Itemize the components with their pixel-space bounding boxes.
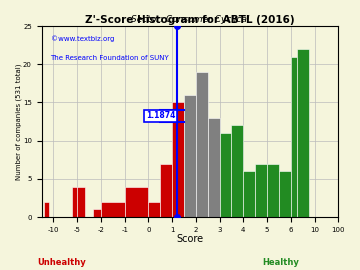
Bar [208, 118, 220, 217]
Bar [44, 202, 49, 217]
Bar [101, 202, 125, 217]
Bar [184, 95, 196, 217]
Text: Unhealthy: Unhealthy [37, 258, 86, 267]
Bar [279, 171, 291, 217]
Bar [291, 57, 297, 217]
Bar [172, 103, 184, 217]
Text: The Research Foundation of SUNY: The Research Foundation of SUNY [50, 55, 169, 61]
Bar [125, 187, 148, 217]
Bar [72, 187, 77, 217]
Y-axis label: Number of companies (531 total): Number of companies (531 total) [15, 63, 22, 180]
Bar [196, 72, 208, 217]
Bar [77, 187, 85, 217]
Text: 1.1874: 1.1874 [146, 111, 175, 120]
Bar [93, 210, 101, 217]
Bar [243, 171, 255, 217]
X-axis label: Score: Score [176, 234, 204, 244]
Text: Healthy: Healthy [262, 258, 299, 267]
Bar [160, 164, 172, 217]
Text: ©www.textbiz.org: ©www.textbiz.org [50, 36, 114, 42]
Bar [148, 202, 160, 217]
Bar [297, 49, 309, 217]
Bar [231, 125, 243, 217]
Bar [255, 164, 267, 217]
Bar [267, 164, 279, 217]
Bar [220, 133, 231, 217]
Title: Z'-Score Histogram for ABTL (2016): Z'-Score Histogram for ABTL (2016) [85, 15, 295, 25]
Text: Sector: Consumer Cyclical: Sector: Consumer Cyclical [131, 15, 249, 24]
